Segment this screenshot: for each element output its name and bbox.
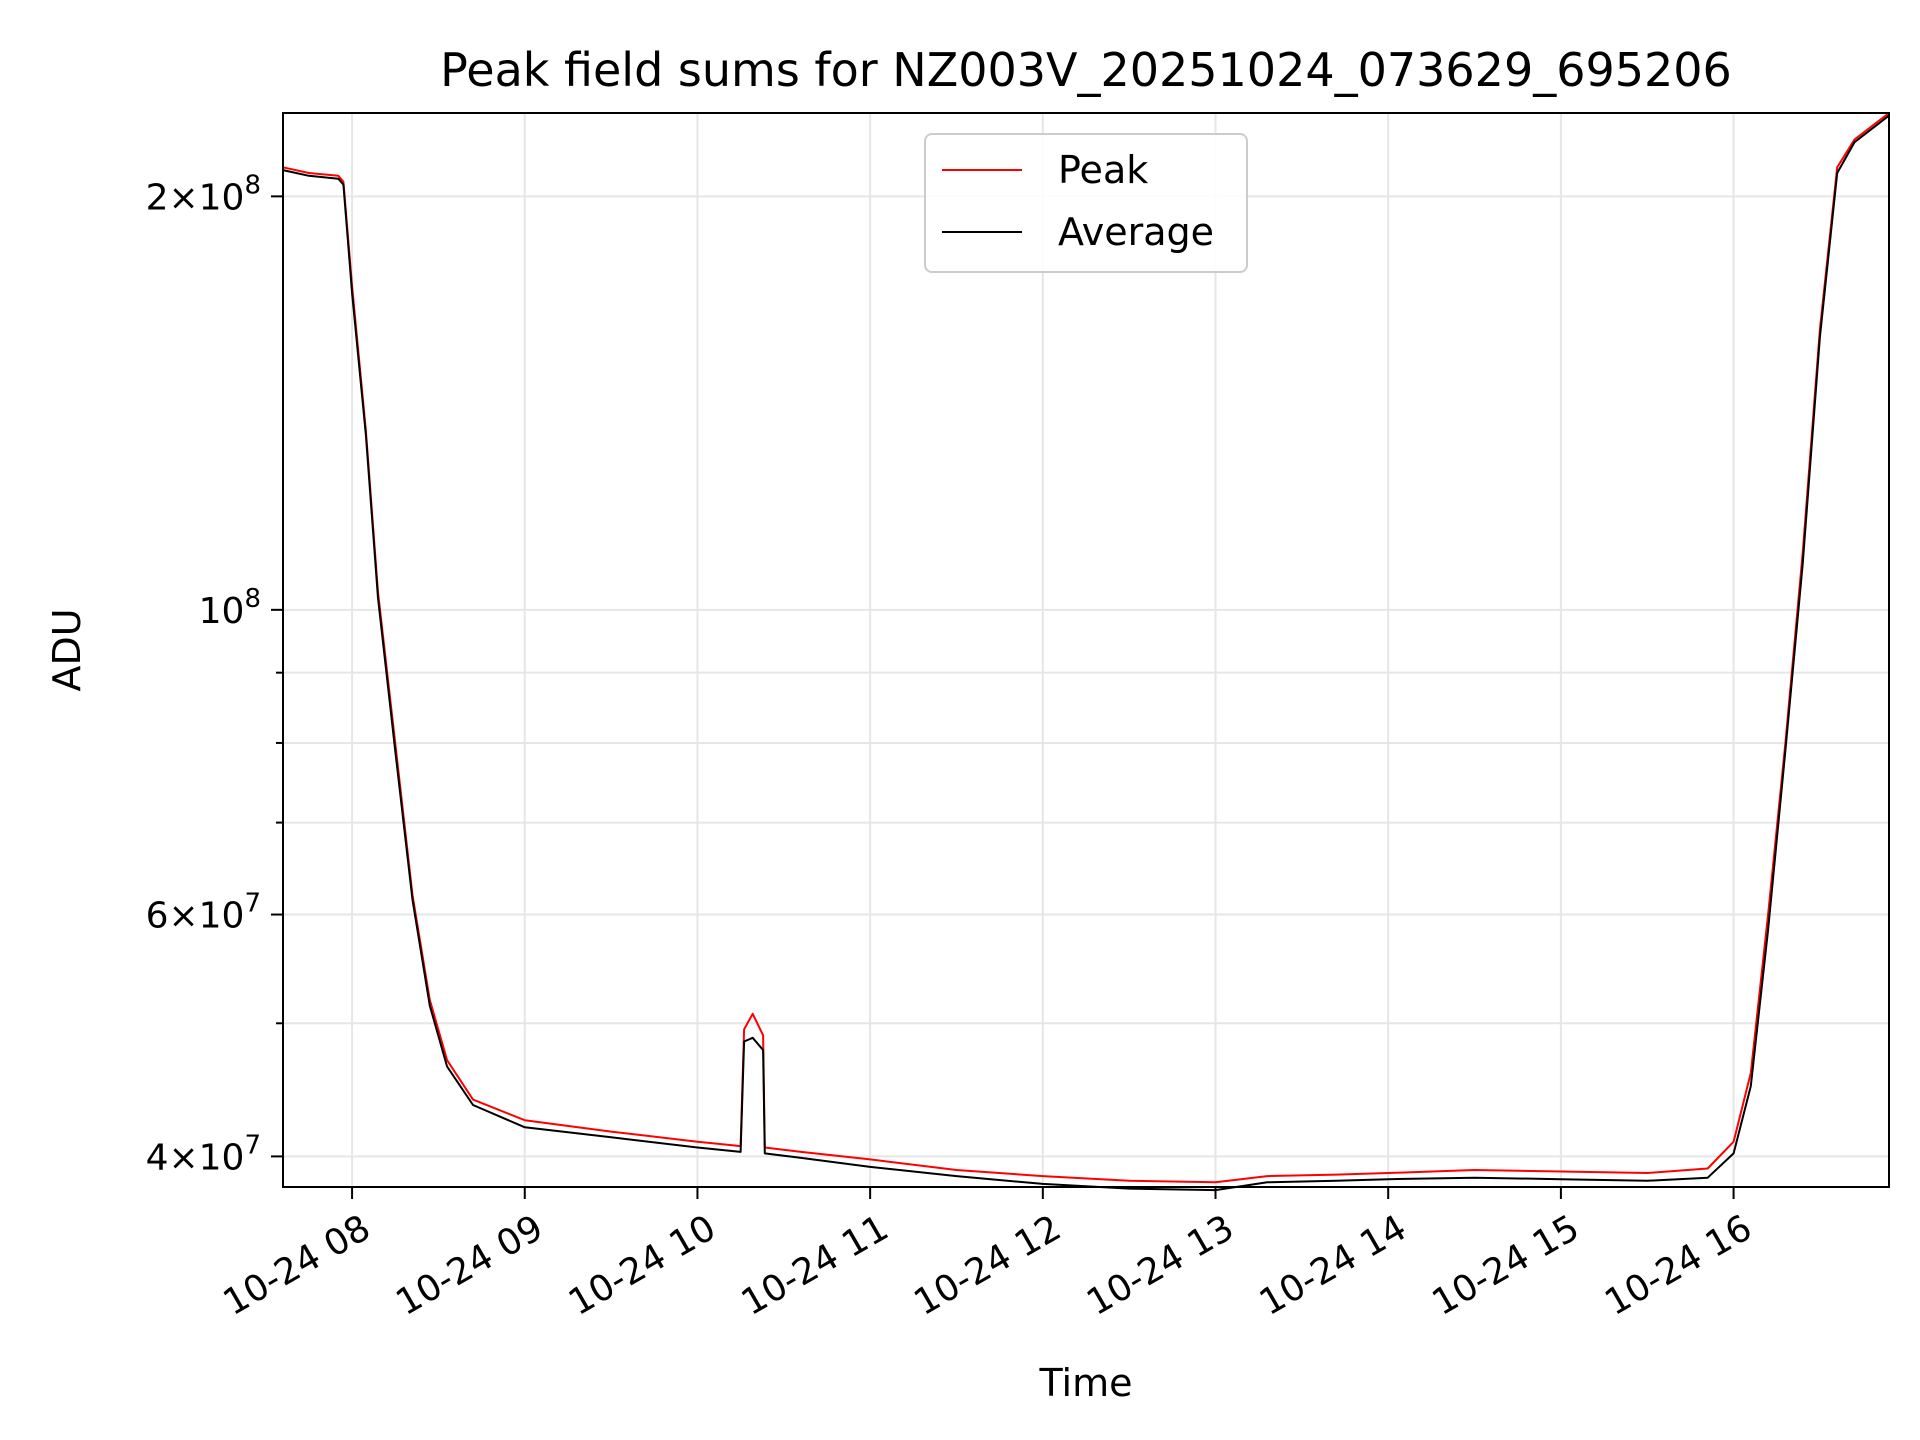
y-tick-label: 108 [199,584,261,632]
legend-label-average: Average [1058,210,1214,254]
x-axis-label: Time [1039,1361,1133,1405]
y-axis-label: ADU [45,608,89,691]
grid-lines [283,113,1889,1187]
axes-frame [282,112,1890,1188]
series-line-average [282,114,1890,1192]
chart-title: Peak field sums for NZ003V_20251024_0736… [440,43,1732,97]
plot-area [282,112,1890,1192]
legend: Peak Average [924,133,1248,273]
legend-box [924,133,1248,273]
y-tick-label: 6×107 [146,889,261,937]
legend-label-peak: Peak [1058,148,1148,192]
y-tick-label: 2×108 [146,170,261,218]
y-tick-label: 4×107 [146,1130,261,1178]
